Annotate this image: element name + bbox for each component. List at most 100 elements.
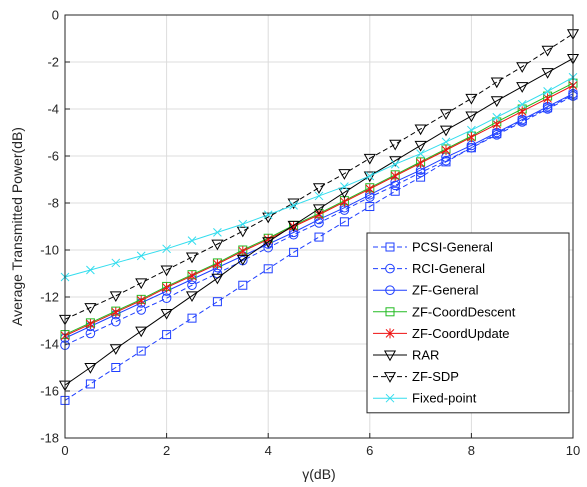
legend-item: ZF-CoordDescent	[373, 304, 516, 319]
legend: PCSI-General RCI-General ZF-General ZF-Coor…	[366, 232, 570, 414]
data-point	[212, 297, 222, 307]
data-point	[416, 149, 425, 159]
data-point	[492, 119, 502, 130]
x-tick-label: 6	[366, 443, 373, 458]
data-point	[465, 111, 478, 123]
legend-item: ZF-General	[373, 283, 479, 298]
data-point	[263, 210, 273, 220]
data-point	[238, 219, 248, 229]
data-point	[441, 145, 451, 156]
data-point	[161, 293, 172, 303]
data-point	[287, 220, 300, 232]
legend-marker	[385, 307, 395, 317]
data-point	[517, 99, 527, 109]
data-point	[517, 106, 527, 117]
data-point	[236, 226, 249, 238]
x-axis-label: γ(dB)	[302, 466, 335, 482]
x-tick-label: 2	[163, 443, 170, 458]
data-point	[162, 282, 171, 293]
data-point	[85, 379, 95, 389]
legend-item: Fixed-point	[373, 391, 477, 406]
data-point	[340, 182, 349, 191]
x-tick-label: 4	[265, 443, 272, 458]
y-tick-label: -12	[40, 290, 59, 305]
legend-box	[366, 232, 570, 414]
data-point	[390, 186, 400, 196]
legend-marker	[385, 393, 395, 403]
legend-item: PCSI-General	[373, 240, 493, 255]
grid-lines	[64, 14, 574, 439]
data-point	[185, 252, 199, 264]
data-point	[414, 140, 427, 152]
legend-marker	[385, 285, 395, 296]
data-point	[84, 363, 97, 374]
legend-label: RAR	[412, 348, 439, 363]
legend-marker	[385, 328, 395, 339]
y-tick-label: -16	[40, 384, 59, 399]
legend-item: ZF-CoordUpdate	[373, 326, 510, 341]
data-point	[365, 202, 375, 212]
data-point	[111, 307, 121, 318]
data-point	[467, 125, 476, 135]
data-point	[439, 125, 453, 137]
data-point	[111, 363, 121, 372]
data-point	[439, 109, 453, 120]
legend-marker	[383, 350, 397, 362]
data-point	[187, 270, 197, 281]
data-point	[111, 316, 121, 327]
legend-item: RAR	[373, 348, 439, 363]
data-point	[492, 112, 502, 122]
data-point	[162, 330, 172, 340]
data-point	[185, 291, 199, 303]
data-point	[414, 124, 427, 136]
y-tick-label: 0	[52, 8, 59, 23]
data-point	[84, 303, 97, 314]
data-point	[314, 232, 324, 242]
x-tick-label: 10	[566, 443, 580, 458]
series-line	[64, 58, 574, 386]
data-point	[262, 237, 275, 248]
legend-label: RCI-General	[412, 261, 485, 276]
series-rar	[58, 53, 580, 392]
data-point	[136, 305, 146, 315]
data-point	[338, 169, 351, 180]
legend-label: PCSI-General	[412, 240, 493, 255]
data-point	[289, 247, 299, 257]
x-tick-label: 0	[61, 443, 68, 458]
data-point	[238, 246, 248, 257]
data-point	[543, 93, 552, 104]
series-line	[64, 95, 574, 346]
data-point	[541, 45, 554, 57]
data-point	[390, 180, 401, 191]
data-point	[85, 328, 96, 339]
y-tick-label: -14	[40, 337, 59, 352]
legend-marker	[383, 372, 397, 383]
data-point	[187, 313, 197, 323]
data-point	[109, 291, 122, 303]
data-point	[312, 204, 326, 216]
data-point	[365, 171, 375, 181]
legend-label: ZF-General	[412, 283, 479, 298]
data-point	[135, 278, 148, 290]
legend-marker	[385, 263, 395, 274]
data-point	[289, 200, 298, 210]
data-point	[365, 183, 375, 194]
data-point	[339, 217, 349, 227]
data-point	[211, 239, 224, 251]
data-point	[363, 153, 376, 165]
legend-label: Fixed-point	[412, 391, 477, 406]
data-point	[390, 159, 400, 169]
data-point	[135, 326, 148, 338]
y-tick-label: -6	[47, 149, 59, 164]
data-point	[441, 155, 451, 166]
legend-label: ZF-CoordUpdate	[412, 326, 510, 341]
y-tick-label: -10	[40, 243, 59, 258]
data-point	[416, 172, 426, 182]
data-point	[213, 228, 222, 237]
data-point	[109, 344, 122, 355]
legend-marker	[385, 242, 395, 252]
legend-item: RCI-General	[373, 261, 485, 276]
x-tick-label: 8	[468, 443, 475, 458]
data-point	[490, 96, 503, 107]
